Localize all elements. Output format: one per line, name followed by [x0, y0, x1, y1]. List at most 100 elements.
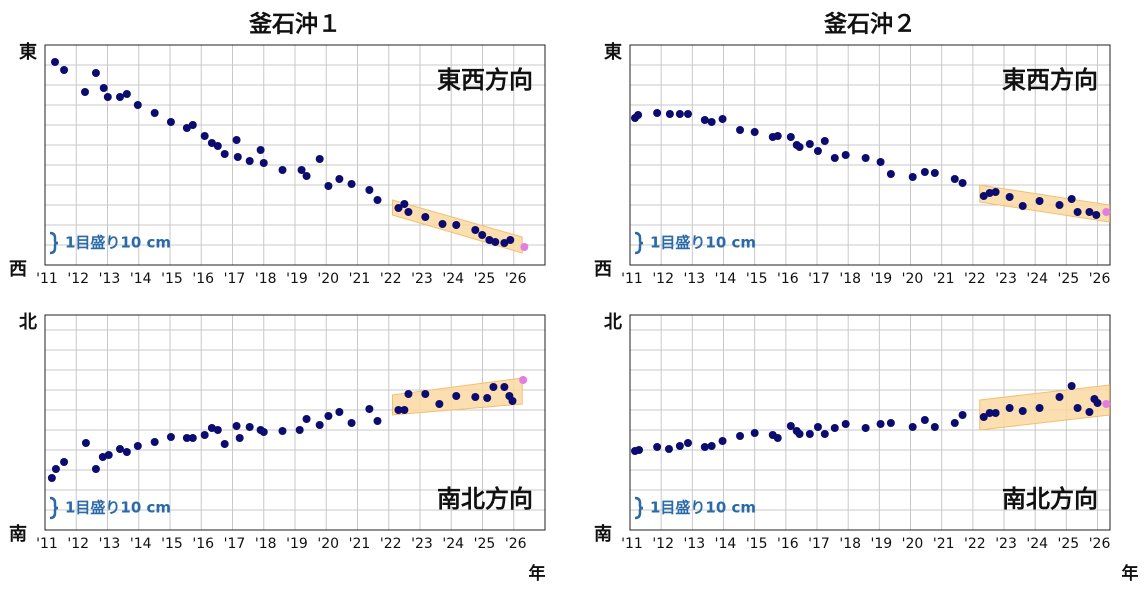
x-tick-label: '14 [715, 271, 737, 287]
data-point [979, 413, 988, 421]
data-point [122, 90, 131, 98]
data-point [506, 236, 515, 244]
x-tick-label: '20 [317, 271, 339, 287]
data-point [51, 465, 60, 473]
data-point [133, 442, 142, 450]
data-point [930, 169, 939, 177]
x-tick-label: '12 [652, 271, 674, 287]
data-point [452, 392, 461, 400]
data-point [805, 140, 814, 148]
x-tick-label: '15 [161, 271, 183, 287]
data-point [634, 111, 643, 119]
x-tick-label: '18 [255, 536, 277, 552]
x-tick-label: '17 [224, 271, 246, 287]
data-point [220, 150, 229, 158]
data-point [795, 143, 804, 151]
data-point [235, 434, 244, 442]
data-point [773, 434, 782, 442]
data-point [60, 458, 69, 466]
scale-brace [49, 231, 59, 255]
data-point [508, 397, 517, 405]
x-tick-label: '22 [380, 536, 402, 552]
y-bottom-label: 南 [594, 523, 612, 545]
data-point [861, 424, 870, 432]
data-point [841, 151, 850, 159]
x-tick-label: '12 [67, 271, 89, 287]
data-point [876, 420, 885, 428]
data-point [335, 408, 344, 416]
data-point [1035, 404, 1044, 412]
data-point [373, 196, 382, 204]
x-tick-label: '22 [964, 536, 986, 552]
x-tick-label: '23 [995, 271, 1017, 287]
data-point [820, 137, 829, 145]
data-point [91, 465, 100, 473]
data-point [1085, 208, 1094, 216]
data-point [400, 200, 409, 208]
data-point [471, 393, 480, 401]
data-point [736, 126, 745, 134]
data-point [133, 101, 142, 109]
data-point [830, 424, 839, 432]
panel-title: 釜石沖２ [823, 11, 916, 38]
data-point [908, 423, 917, 431]
data-point [520, 243, 529, 251]
x-tick-label: '22 [964, 271, 986, 287]
data-point [718, 115, 727, 123]
data-point [438, 220, 447, 228]
data-point [365, 405, 374, 413]
data-point [886, 170, 895, 178]
plot-border [44, 314, 546, 531]
scale-note: 1目盛り10 cm [65, 499, 171, 517]
data-point [373, 417, 382, 425]
x-tick-label: '12 [652, 536, 674, 552]
x-tick-label: '24 [442, 271, 464, 287]
forecast-band [979, 384, 1110, 431]
data-point [718, 437, 727, 445]
x-tick-label: '18 [839, 271, 861, 287]
data-point [920, 416, 929, 424]
x-tick-label: '11 [621, 536, 643, 552]
x-tick-label: '15 [161, 536, 183, 552]
x-tick-label: '26 [1089, 536, 1111, 552]
x-tick-label: '13 [99, 536, 121, 552]
x-tick-label: '19 [871, 271, 893, 287]
data-point [394, 406, 403, 414]
y-top-label: 北 [19, 312, 37, 333]
data-point [635, 446, 644, 454]
x-tick-label: '16 [192, 271, 214, 287]
direction-label: 南北方向 [1002, 485, 1098, 513]
data-point [886, 419, 895, 427]
x-tick-label: '23 [995, 536, 1017, 552]
data-point [99, 84, 108, 92]
x-tick-label: '18 [839, 536, 861, 552]
data-point [315, 155, 324, 163]
x-tick-label: '20 [902, 271, 924, 287]
data-point [245, 423, 254, 431]
x-tick-label: '13 [684, 271, 706, 287]
data-point [1035, 197, 1044, 205]
data-point [665, 110, 674, 118]
data-point [232, 422, 241, 430]
data-point [491, 238, 500, 246]
data-point [707, 118, 716, 126]
x-tick-label: '15 [746, 271, 768, 287]
x-tick-label: '12 [67, 536, 89, 552]
data-point [297, 166, 306, 174]
data-point [1067, 195, 1076, 203]
data-point [653, 443, 662, 451]
data-point [365, 186, 374, 194]
x-tick-label: '25 [474, 536, 496, 552]
data-point [278, 427, 287, 435]
direction-label: 南北方向 [437, 485, 533, 513]
data-point [91, 69, 100, 77]
data-point [830, 154, 839, 162]
data-point [950, 175, 959, 183]
x-tick-label: '16 [192, 536, 214, 552]
data-point [478, 231, 487, 239]
data-point [813, 147, 822, 155]
scale-brace [49, 496, 59, 520]
x-tick-label: '19 [286, 271, 308, 287]
data-point [1102, 208, 1111, 216]
